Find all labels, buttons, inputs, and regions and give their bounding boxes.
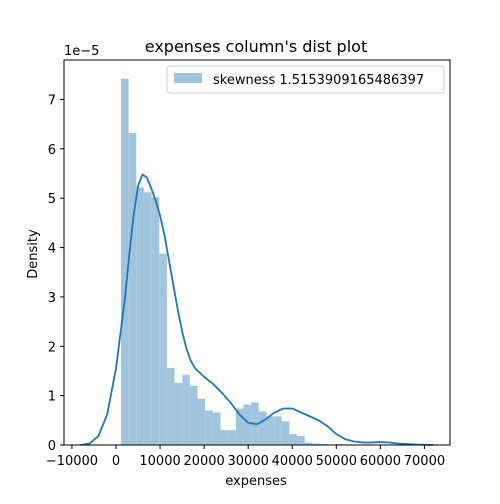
histogram-bar (167, 368, 175, 445)
histogram-bar (220, 430, 228, 445)
histogram-bar (228, 430, 236, 445)
histogram-bar (259, 411, 267, 445)
histogram-bar (289, 434, 297, 445)
y-tick-label: 0 (48, 439, 56, 454)
histogram-bar (266, 416, 274, 445)
y-axis-scale-label: 1e−5 (64, 44, 99, 59)
y-tick-label: 7 (48, 93, 56, 108)
y-tick-label: 1 (48, 390, 56, 405)
legend: skewness 1.5153909165486397 (167, 66, 444, 93)
x-tick-label: 70000 (404, 454, 445, 469)
x-tick-label: 40000 (272, 454, 313, 469)
histogram-bar (282, 421, 290, 445)
legend-swatch (174, 73, 202, 83)
histogram-bar (297, 436, 305, 445)
x-tick-label: 10000 (139, 454, 180, 469)
chart-title: expenses column's dist plot (145, 37, 367, 56)
histogram-bar (182, 375, 190, 445)
x-tick-label: 20000 (183, 454, 224, 469)
y-tick-label: 4 (48, 242, 56, 257)
histogram-bar (121, 79, 129, 445)
histogram-bar (152, 197, 160, 445)
histogram-bar (243, 405, 251, 445)
y-axis-label: Density (26, 229, 41, 279)
x-tick-label: −10000 (46, 454, 98, 469)
x-tick-label: 30000 (228, 454, 269, 469)
x-tick-label: 60000 (360, 454, 401, 469)
histogram-bar (274, 416, 282, 445)
y-tick-label: 2 (48, 340, 56, 355)
histogram-bar (129, 133, 137, 445)
histogram-bar (175, 383, 183, 445)
histogram-bar (159, 253, 167, 445)
x-tick-label: 0 (112, 454, 120, 469)
y-tick-label: 5 (48, 192, 56, 207)
histogram-bar (144, 192, 152, 445)
histogram-bar (136, 187, 144, 445)
histogram-bar (205, 410, 213, 445)
x-axis-label: expenses (225, 474, 287, 489)
histogram-bar (213, 412, 221, 445)
legend-entry-label: skewness 1.5153909165486397 (213, 73, 424, 88)
y-tick-label: 6 (48, 143, 56, 158)
x-tick-label: 50000 (316, 454, 357, 469)
y-tick-label: 3 (48, 291, 56, 306)
histogram-bar (190, 386, 198, 445)
histogram-bar (198, 399, 206, 445)
